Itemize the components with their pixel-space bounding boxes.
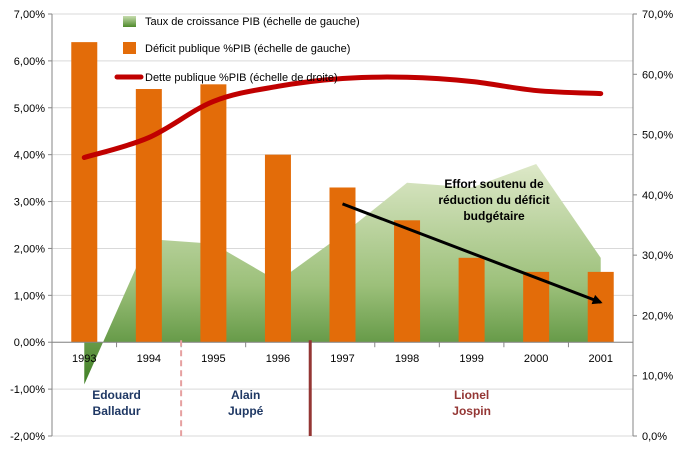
left-axis-tick-label: -1,00%	[10, 384, 45, 396]
x-axis-tick-label: 1995	[201, 353, 225, 365]
x-axis-tick-label: 1994	[137, 353, 161, 365]
deficit-bar-1999	[458, 257, 485, 343]
x-axis-tick-label: 1996	[266, 353, 290, 365]
legend-label: Déficit publique %PIB (échelle de gauche…	[145, 43, 350, 55]
legend-swatch-bar	[123, 42, 136, 54]
period-label-line1: Lionel	[454, 388, 489, 402]
deficit-bar-1995	[200, 84, 227, 343]
deficit-bar-1996	[264, 154, 291, 343]
x-axis-tick-label: 1999	[459, 353, 483, 365]
x-axis-tick-label: 1998	[395, 353, 419, 365]
deficit-bar-2001	[587, 271, 614, 343]
period-label-line2: Juppé	[228, 404, 264, 418]
right-axis-tick-label: 50,0%	[642, 130, 673, 142]
deficit-bar-2000	[523, 271, 550, 343]
right-axis-tick-label: 30,0%	[642, 250, 673, 262]
deficit-bar-1997	[329, 187, 356, 343]
left-axis-tick-label: 2,00%	[14, 243, 45, 255]
debt-line	[81, 74, 604, 160]
x-axis-tick-label: 2001	[588, 353, 612, 365]
left-axis-tick-label: 4,00%	[14, 150, 45, 162]
reduction-arrow	[341, 202, 603, 305]
legend: Taux de croissance PIB (échelle de gauch…	[114, 16, 360, 84]
legend-label: Dette publique %PIB (échelle de droite)	[145, 72, 338, 84]
deficit-bar-series	[71, 42, 614, 343]
right-axis-tick-label: 40,0%	[642, 190, 673, 202]
x-axis-tick-label: 1997	[330, 353, 354, 365]
left-axis-tick-label: 3,00%	[14, 197, 45, 209]
left-axis-tick-label: -2,00%	[10, 431, 45, 443]
legend-label: Taux de croissance PIB (échelle de gauch…	[145, 16, 360, 28]
left-axis-tick-label: 7,00%	[14, 9, 45, 21]
period-label-line1: Edouard	[92, 388, 141, 402]
axes: -2,00% -1,00% 0,00% 1,00% 2,00% 3,00% 4,00% 5,0…	[10, 9, 673, 443]
annotation: Effort soutenu de réduction du déficit bud…	[341, 177, 603, 305]
deficit-bar-1993	[71, 42, 98, 343]
debt-line-series	[81, 74, 604, 160]
left-axis-tick-label: 0,00%	[14, 337, 45, 349]
deficit-bar-1998	[394, 220, 421, 343]
annotation-text: réduction du déficit	[438, 193, 549, 207]
right-axis-tick-label: 60,0%	[642, 69, 673, 81]
period-label-line1: Alain	[231, 388, 260, 402]
left-axis-tick-label: 5,00%	[14, 103, 45, 115]
period-label-line2: Jospin	[452, 404, 491, 418]
annotation-text: budgétaire	[463, 209, 525, 223]
period-labels: Edouard Balladur Alain Juppé Lionel Jospin	[92, 340, 491, 436]
right-axis-tick-label: 70,0%	[642, 9, 673, 21]
left-axis-tick-label: 6,00%	[14, 56, 45, 68]
deficit-bar-1994	[135, 89, 162, 343]
right-axis-tick-label: 20,0%	[642, 310, 673, 322]
annotation-text: Effort soutenu de	[444, 177, 544, 191]
x-axis-tick-label: 2000	[524, 353, 548, 365]
legend-swatch-area	[123, 16, 136, 27]
right-axis-tick-label: 10,0%	[642, 371, 673, 383]
period-label-line2: Balladur	[93, 404, 141, 418]
right-axis-tick-label: 0,0%	[642, 431, 667, 443]
left-axis-tick-label: 1,00%	[14, 290, 45, 302]
x-axis-tick-label: 1993	[72, 353, 96, 365]
